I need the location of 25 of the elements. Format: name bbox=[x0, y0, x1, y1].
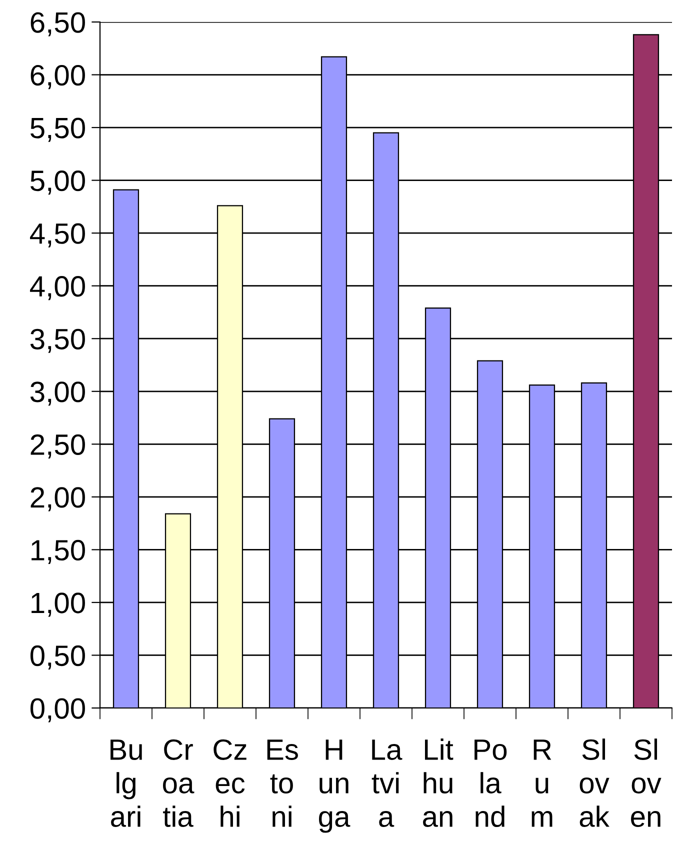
x-tick-label: La tvi a bbox=[372, 740, 402, 828]
x-tick-label: Es to ni bbox=[267, 740, 298, 827]
y-tick-label: 6,50 bbox=[30, 12, 85, 36]
x-tick-label: Cr oa tia bbox=[163, 739, 194, 828]
y-tick-label: 5,50 bbox=[30, 118, 85, 142]
x-tick-label: Po la nd bbox=[474, 740, 507, 828]
x-tick-label: Sl ov ak bbox=[580, 738, 610, 828]
y-tick-label: 3,50 bbox=[30, 328, 85, 353]
y-tick-label: 0,00 bbox=[30, 698, 85, 722]
y-tick-label: 0,50 bbox=[30, 645, 85, 670]
y-tick-label: 2,00 bbox=[30, 487, 85, 512]
y-tick-label: 3,00 bbox=[30, 382, 85, 406]
y-tick-label: 6,00 bbox=[30, 64, 85, 90]
y-tick-label: 2,50 bbox=[30, 434, 85, 458]
x-tick-label: R u m bbox=[532, 740, 552, 827]
y-tick-label: 5,00 bbox=[30, 170, 85, 195]
x-tick-label: H un ga bbox=[319, 740, 350, 833]
x-tick-label: Sl ov en bbox=[631, 738, 662, 828]
y-tick-label: 1,50 bbox=[32, 540, 85, 564]
x-tick-label: Cz ec hi bbox=[214, 739, 246, 827]
x-tick-label: Bu lg ari bbox=[110, 740, 142, 828]
y-tick-label: 1,00 bbox=[32, 592, 85, 617]
y-tick-label: 4,50 bbox=[30, 223, 85, 248]
y-tick-label: 4,00 bbox=[30, 276, 85, 300]
x-tick-label: Lit hu an bbox=[423, 738, 454, 828]
